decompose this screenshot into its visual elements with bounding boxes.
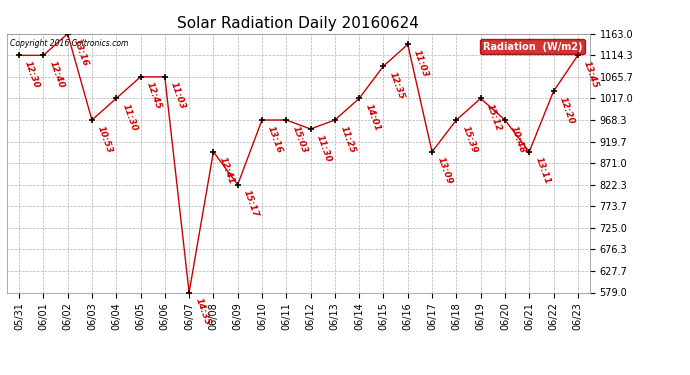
Text: 15:39: 15:39 [460, 124, 479, 154]
Text: 12:35: 12:35 [388, 70, 406, 100]
Text: 12:41: 12:41 [217, 156, 236, 186]
Text: 12:40: 12:40 [48, 60, 66, 90]
Text: 11:30: 11:30 [315, 133, 333, 163]
Text: 13:16: 13:16 [72, 38, 90, 68]
Legend: Radiation  (W/m2): Radiation (W/m2) [480, 39, 585, 54]
Text: 15:17: 15:17 [242, 189, 260, 219]
Text: 12:30: 12:30 [23, 60, 41, 90]
Text: 10:53: 10:53 [96, 124, 115, 154]
Text: 11:30: 11:30 [120, 103, 139, 133]
Text: 15:12: 15:12 [485, 103, 503, 133]
Text: 13:11: 13:11 [533, 156, 551, 186]
Text: 11:03: 11:03 [412, 48, 430, 78]
Text: 12:20: 12:20 [558, 96, 576, 126]
Text: 14:01: 14:01 [364, 103, 382, 133]
Text: Copyright 2016 Coltronics.com: Copyright 2016 Coltronics.com [10, 39, 128, 48]
Text: 15:03: 15:03 [290, 124, 308, 154]
Text: 10:48: 10:48 [509, 124, 527, 154]
Text: 12:45: 12:45 [145, 81, 163, 111]
Text: 13:16: 13:16 [266, 124, 284, 154]
Text: 11:25: 11:25 [339, 124, 357, 154]
Text: 13:09: 13:09 [436, 156, 455, 186]
Text: 14:35: 14:35 [193, 297, 212, 327]
Text: 13:45: 13:45 [582, 60, 600, 90]
Text: 11:03: 11:03 [169, 81, 187, 111]
Title: Solar Radiation Daily 20160624: Solar Radiation Daily 20160624 [177, 16, 420, 31]
